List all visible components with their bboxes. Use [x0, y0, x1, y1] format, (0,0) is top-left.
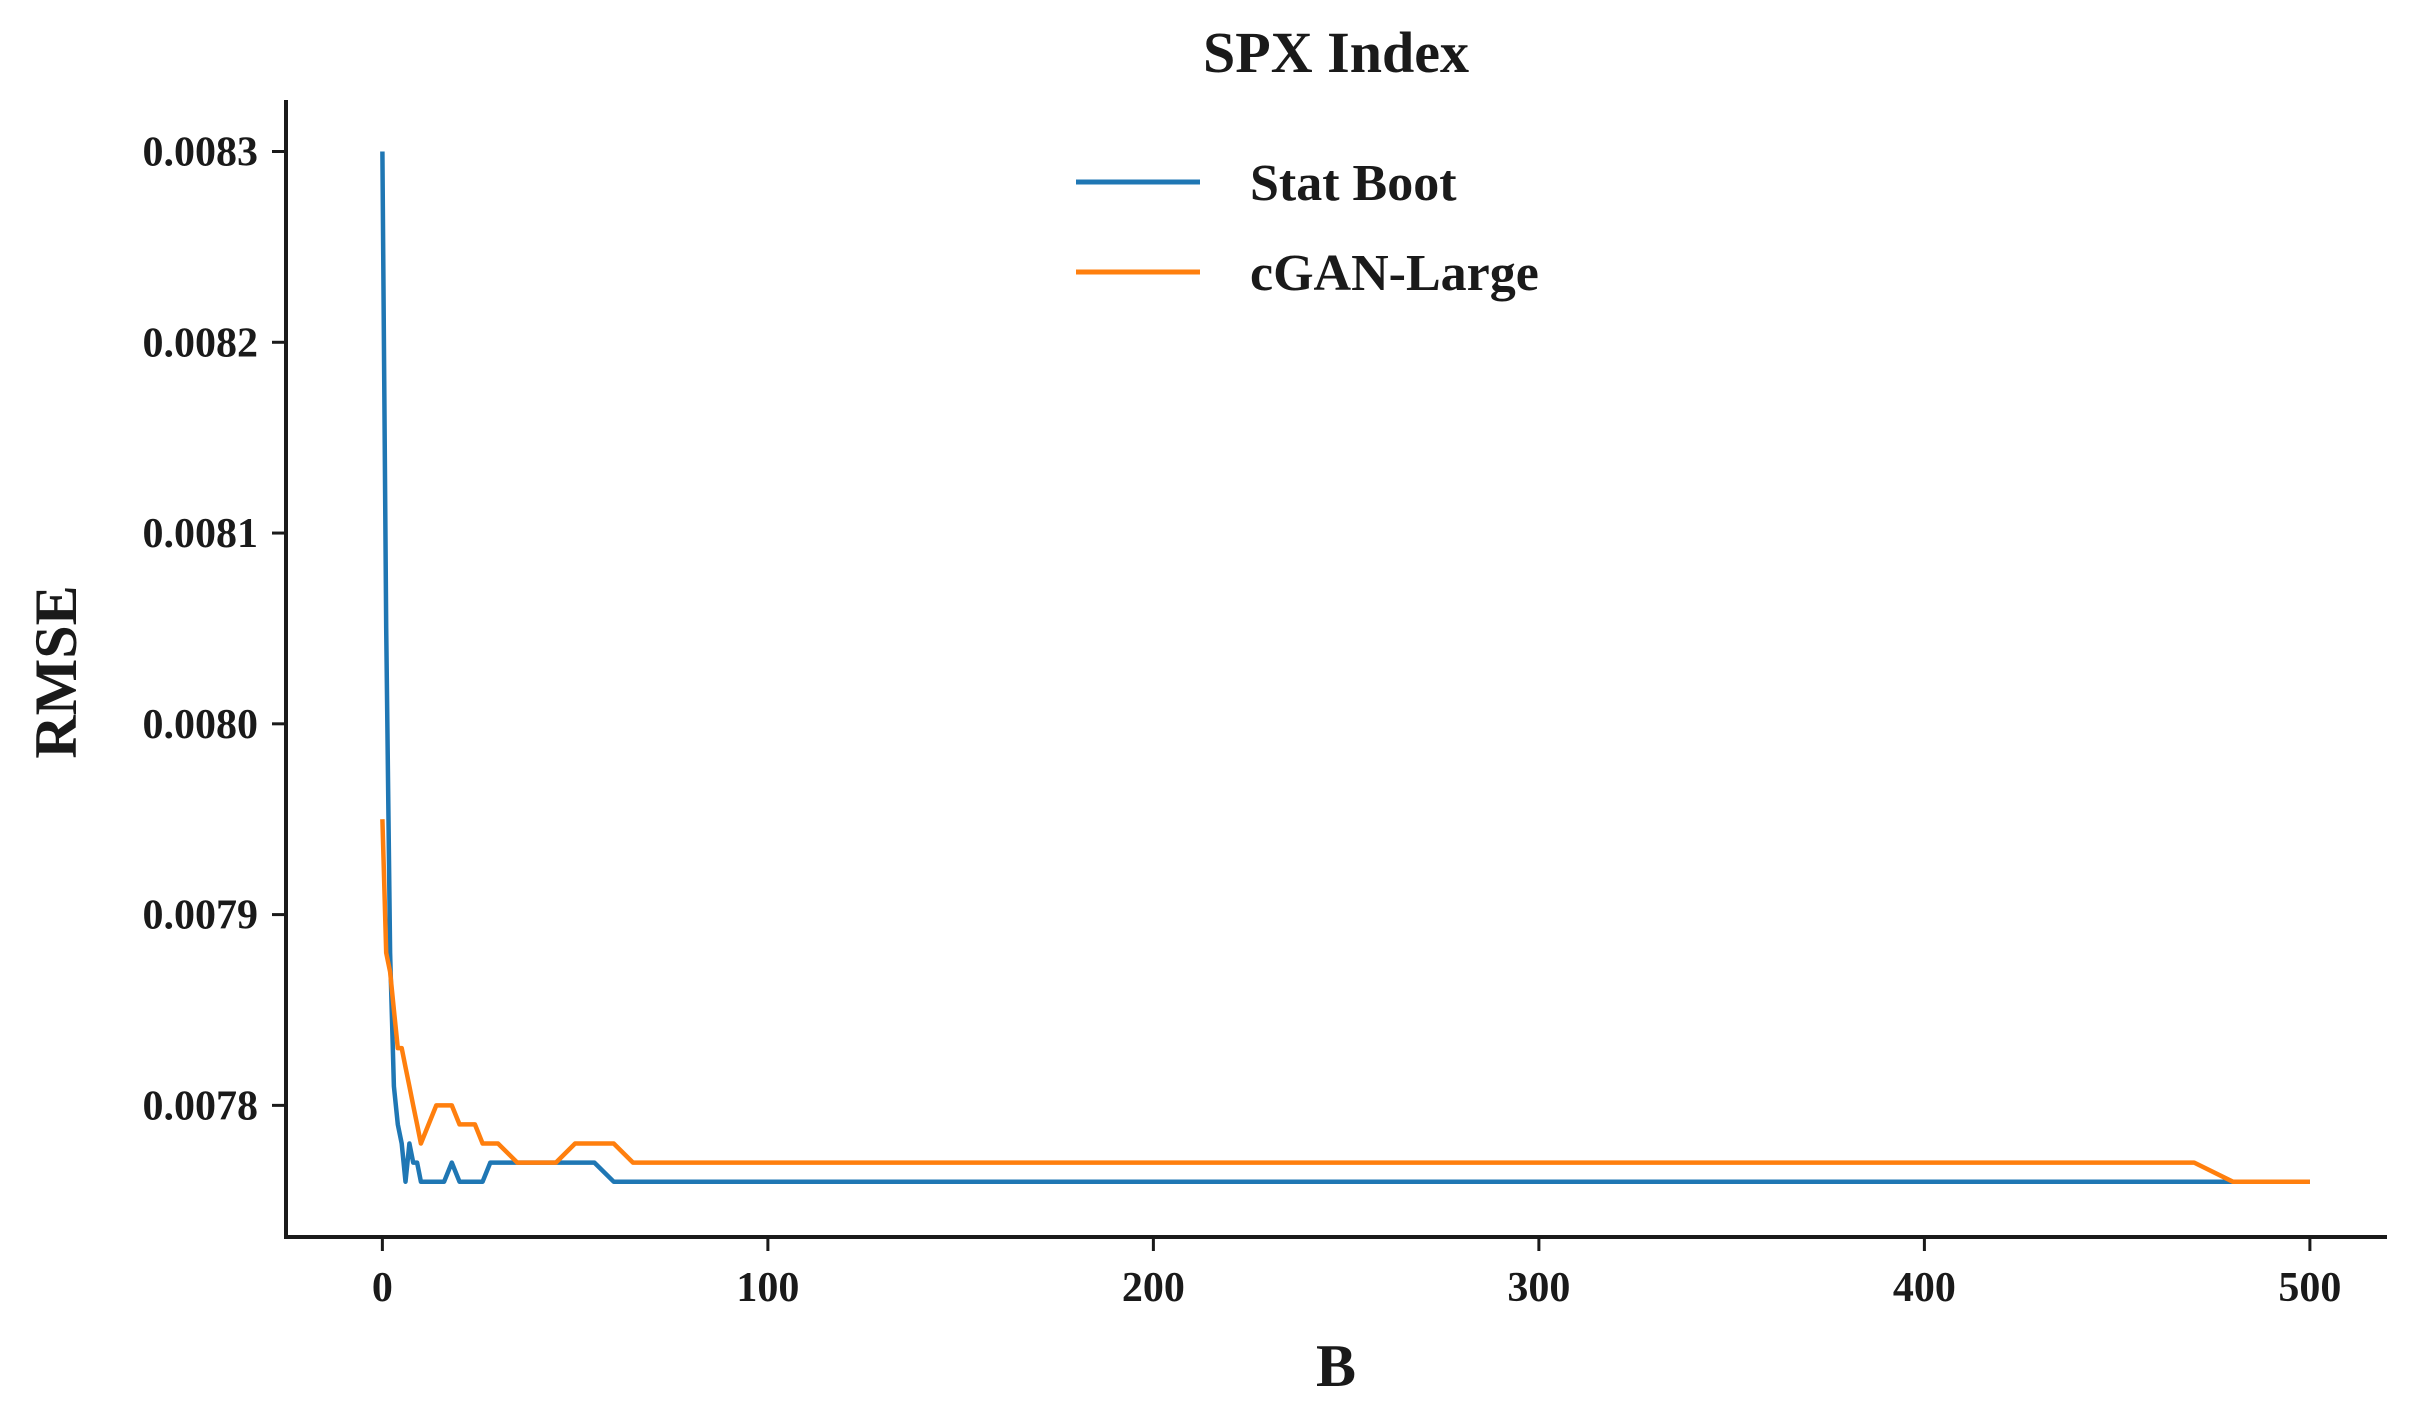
cgan-large-line — [380, 819, 2310, 1184]
y-ticks: 0.0078 0.0079 0.0080 0.0081 0.0082 0.0083 — [143, 130, 286, 1129]
chart-title: SPX Index — [1203, 20, 1469, 85]
x-tick-label: 400 — [1893, 1265, 1956, 1311]
x-axis-label: B — [1316, 1333, 1356, 1399]
x-tick-label: 500 — [2278, 1265, 2341, 1311]
y-tick-label: 0.0079 — [143, 893, 259, 939]
x-tick-label: 100 — [736, 1265, 799, 1311]
x-tick-label: 0 — [372, 1265, 393, 1311]
legend-label-cgan-large: cGAN-Large — [1250, 245, 1539, 302]
legend: Stat Boot cGAN-Large — [1076, 155, 1539, 302]
y-tick-label: 0.0080 — [143, 702, 259, 748]
legend-label-stat-boot: Stat Boot — [1250, 155, 1457, 212]
y-axis-label: RMSE — [23, 585, 89, 758]
x-tick-label: 200 — [1122, 1265, 1185, 1311]
x-tick-label: 300 — [1507, 1265, 1570, 1311]
y-tick-label: 0.0082 — [143, 320, 259, 366]
stat-boot-line — [380, 151, 2310, 1184]
y-tick-label: 0.0078 — [143, 1083, 259, 1129]
y-tick-label: 0.0081 — [143, 511, 259, 557]
series-layer — [380, 151, 2310, 1184]
y-tick-label: 0.0083 — [143, 130, 259, 176]
x-ticks: 0 100 200 300 400 500 — [372, 1237, 2341, 1311]
